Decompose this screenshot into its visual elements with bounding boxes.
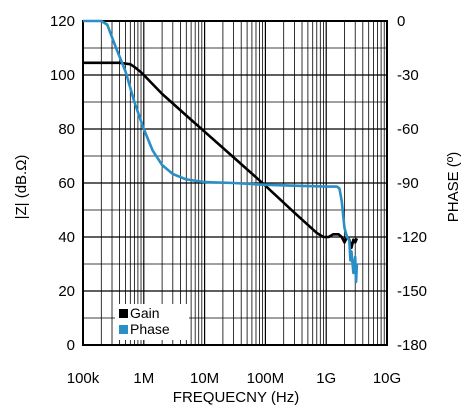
y-left-tick-label: 80 bbox=[58, 121, 75, 138]
x-tick-label: 1M bbox=[133, 370, 154, 387]
y-right-tick-label: -30 bbox=[397, 67, 419, 84]
x-axis-title: FREQUECNY (Hz) bbox=[173, 389, 299, 406]
y-axis-right-title: PHASE (º) bbox=[445, 152, 462, 223]
legend-swatch-phase bbox=[119, 325, 128, 334]
legend-label-gain: Gain bbox=[130, 305, 160, 321]
y-left-tick-label: 100 bbox=[50, 67, 75, 84]
y-right-tick-label: 0 bbox=[397, 13, 405, 30]
tick-labels: 100k 1M 10M 100M 1G 10G 0 20 40 60 80 100 120 0 -30 -60… bbox=[50, 13, 427, 387]
x-tick-label: 100M bbox=[247, 370, 285, 387]
x-tick-label: 10G bbox=[373, 370, 401, 387]
y-right-tick-label: -180 bbox=[397, 337, 427, 354]
y-left-tick-label: 40 bbox=[58, 229, 75, 246]
y-left-tick-label: 120 bbox=[50, 13, 75, 30]
plot-frame bbox=[82, 20, 388, 346]
x-tick-label: 1G bbox=[316, 370, 336, 387]
series-layer bbox=[83, 19, 359, 284]
y-left-tick-label: 0 bbox=[67, 337, 75, 354]
y-right-tick-label: -150 bbox=[397, 283, 427, 300]
y-right-tick-label: -120 bbox=[397, 229, 427, 246]
y-left-tick-label: 20 bbox=[58, 283, 75, 300]
legend: Gain Phase bbox=[115, 304, 189, 340]
legend-label-phase: Phase bbox=[130, 321, 170, 337]
x-tick-label: 100k bbox=[67, 370, 100, 387]
y-right-tick-label: -60 bbox=[397, 121, 419, 138]
legend-swatch-gain bbox=[119, 309, 128, 318]
y-right-tick-label: -90 bbox=[397, 175, 419, 192]
y-left-tick-label: 60 bbox=[58, 175, 75, 192]
y-axis-left-title: |Z| (dB.Ω) bbox=[13, 155, 30, 220]
x-tick-label: 10M bbox=[190, 370, 219, 387]
series-line-phase bbox=[83, 19, 359, 284]
